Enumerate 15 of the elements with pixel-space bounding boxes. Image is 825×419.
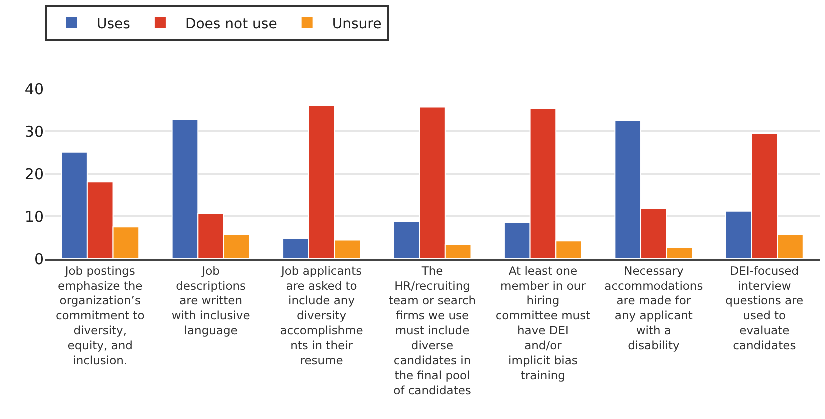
category-label: The HR/recruiting team or search firms we use must include diverse candidates in the final pool of candidates: [388, 264, 476, 398]
x-tick-label: Necessary accommodations are made for any applicant with a disability: [604, 264, 704, 353]
y-tick-label: 40: [24, 80, 44, 98]
y-tick-label: 10: [24, 208, 44, 226]
y-tick-label: 20: [24, 165, 44, 184]
legend-label: Uses: [97, 16, 130, 32]
x-tick-label: DEI-focused interview questions are used to evaluate candidates: [726, 264, 804, 353]
legend-label: Does not use: [185, 16, 278, 32]
x-tick-label: Job applicants are asked to include any diversity accomplishments in their resume: [280, 264, 364, 368]
x-tick-label: At least one member in our hiring committee must have DEI and/or implicit bias training: [496, 264, 592, 382]
x-tick-label: Job postings emphasize the organization’s commitment to diversity, equity, and inclusion.: [56, 264, 145, 368]
y-tick-label: 30: [24, 122, 44, 141]
x-tick-label: Job descriptions are written with inclusive language: [172, 264, 250, 338]
y-tick-label: 0: [34, 250, 44, 268]
legend-label: Unsure: [332, 16, 382, 32]
